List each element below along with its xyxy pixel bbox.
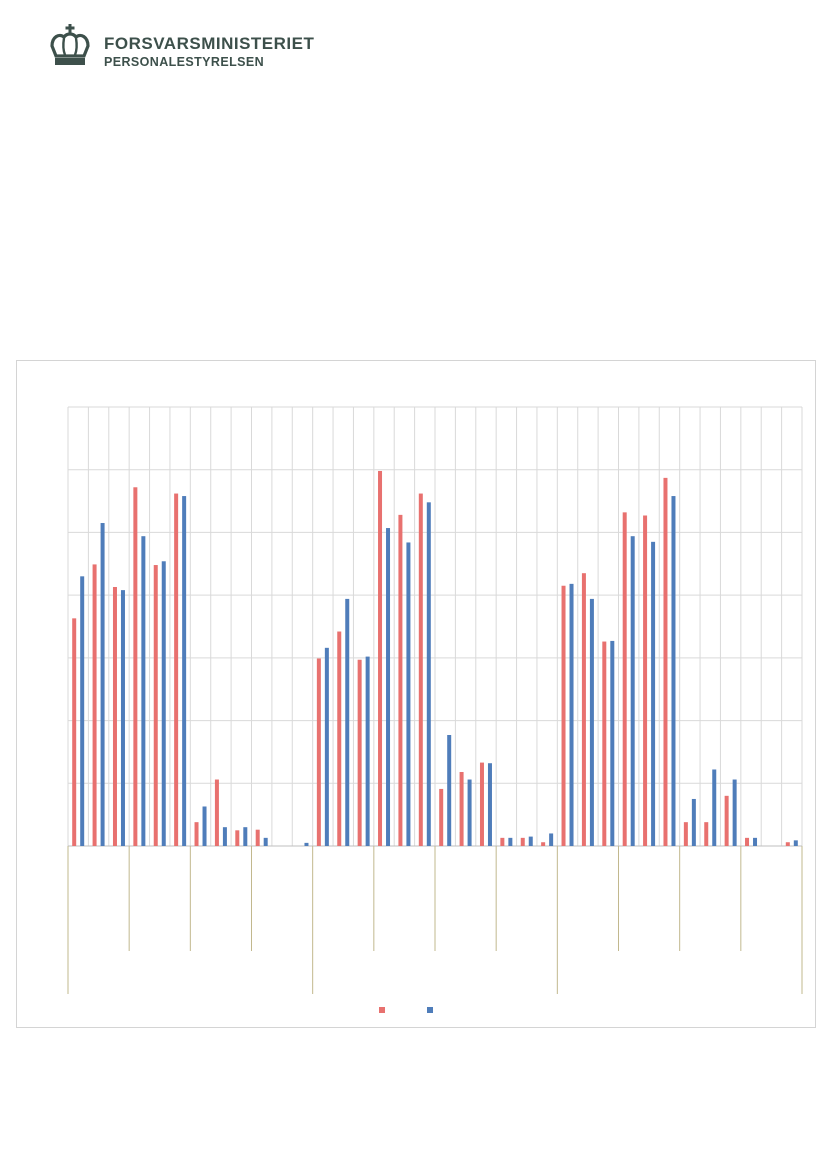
- bar-series-1: [255, 829, 260, 846]
- bar-series-2: [243, 827, 248, 846]
- bar-series-2: [691, 798, 696, 846]
- bar-series-1: [357, 659, 362, 846]
- org-subtitle: PERSONALESTYRELSEN: [104, 55, 265, 69]
- bar-series-2: [202, 806, 207, 846]
- bar-series-2: [569, 583, 574, 846]
- bar-series-2: [304, 842, 309, 846]
- bar-series-2: [712, 769, 717, 846]
- bar-series-1: [745, 837, 750, 846]
- bar-series-1: [174, 493, 179, 846]
- bar-chart: [67, 406, 803, 1013]
- bar-series-2: [386, 528, 391, 846]
- bar-series-2: [80, 576, 85, 846]
- bar-series-2: [365, 656, 370, 846]
- bar-series-2: [467, 779, 472, 846]
- bar-series-1: [520, 837, 525, 846]
- crown-icon: [50, 24, 90, 65]
- bar-series-1: [398, 514, 403, 846]
- bar-series-1: [439, 788, 444, 846]
- bar-series-1: [500, 837, 505, 846]
- logo: FORSVARSMINISTERIET PERSONALESTYRELSEN: [48, 24, 318, 72]
- bar-series-1: [112, 586, 117, 846]
- bar-series-2: [406, 542, 411, 846]
- org-name: FORSVARSMINISTERIET: [104, 34, 315, 53]
- bar-series-1: [581, 573, 586, 846]
- bar-series-1: [92, 564, 97, 846]
- bar-series-2: [671, 496, 676, 846]
- bar-series-1: [459, 771, 464, 846]
- bar-series-2: [182, 496, 187, 846]
- bar-series-2: [732, 779, 737, 846]
- bar-series-1: [378, 470, 383, 846]
- bar-series-2: [508, 837, 513, 846]
- bar-series-2: [324, 647, 329, 846]
- bar-series-2: [753, 837, 758, 846]
- chart-frame: [16, 360, 816, 1028]
- bar-series-1: [316, 658, 321, 846]
- bar-series-1: [561, 585, 566, 846]
- bar-series-1: [622, 512, 627, 846]
- bar-series-1: [602, 641, 607, 846]
- bar-series-1: [337, 631, 342, 846]
- bar-series-2: [651, 541, 656, 846]
- bar-series-2: [589, 598, 594, 846]
- bar-series-2: [100, 523, 105, 846]
- bar-series-2: [161, 561, 166, 846]
- bar-series-2: [263, 837, 268, 846]
- bar-series-1: [479, 762, 484, 846]
- bar-series-2: [426, 502, 431, 846]
- bar-series-2: [120, 590, 125, 846]
- bar-series-2: [487, 763, 492, 846]
- legend-marker-series-1: [379, 1007, 385, 1013]
- bar-series-1: [785, 842, 790, 846]
- bar-series-2: [793, 840, 798, 846]
- bar-series-1: [418, 493, 423, 846]
- bar-series-2: [345, 598, 350, 846]
- bar-series-1: [704, 822, 709, 846]
- bar-series-2: [222, 827, 227, 846]
- bar-series-2: [549, 833, 554, 846]
- bar-series-2: [447, 734, 452, 846]
- bar-series-1: [214, 779, 219, 846]
- bar-series-1: [724, 795, 729, 846]
- bar-series-1: [235, 830, 240, 846]
- bar-series-1: [133, 487, 138, 846]
- bar-series-1: [153, 565, 158, 846]
- bar-series-1: [663, 477, 668, 846]
- legend-marker-series-2: [427, 1007, 433, 1013]
- bar-series-2: [630, 536, 635, 846]
- bar-series-1: [643, 515, 648, 846]
- bar-series-1: [683, 822, 688, 846]
- bar-series-1: [194, 822, 199, 846]
- bar-series-2: [610, 640, 615, 846]
- bar-series-2: [528, 836, 533, 846]
- bar-series-1: [72, 618, 77, 846]
- bar-series-1: [541, 842, 546, 846]
- bar-series-2: [141, 536, 146, 846]
